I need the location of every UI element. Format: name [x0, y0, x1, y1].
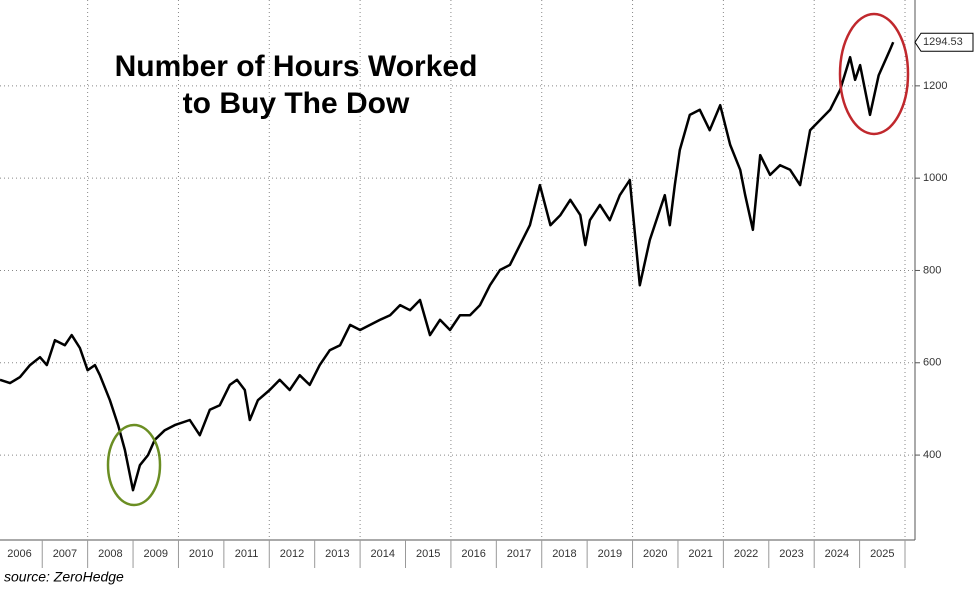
x-tick-label: 2019: [598, 548, 622, 560]
x-tick-label: 2015: [416, 548, 440, 560]
x-tick-label: 2020: [643, 548, 667, 560]
x-tick-label: 2014: [371, 548, 395, 560]
highlight-circle: [106, 423, 162, 507]
x-tick-label: 2018: [552, 548, 576, 560]
x-tick-label: 2025: [870, 548, 894, 560]
x-tick-label: 2012: [280, 548, 304, 560]
highlight-circle: [838, 12, 910, 136]
x-tick-label: 2013: [325, 548, 349, 560]
x-tick-label: 2008: [98, 548, 122, 560]
x-tick-label: 2022: [734, 548, 758, 560]
y-tick-label: 600: [923, 357, 941, 369]
x-tick-label: 2016: [461, 548, 485, 560]
x-tick-label: 2011: [235, 548, 259, 560]
y-tick-label: 400: [923, 449, 941, 461]
y-tick-label: 1200: [923, 80, 947, 92]
x-tick-label: 2009: [144, 548, 168, 560]
line: [0, 41, 895, 492]
last-value-label: 1294.53: [923, 36, 963, 48]
y-tick-label: 1000: [923, 172, 947, 184]
last-value-box: [914, 32, 974, 52]
x-tick-label: 2007: [53, 548, 77, 560]
x-tick-label: 2024: [825, 548, 849, 560]
x-tick-label: 2010: [189, 548, 213, 560]
x-tick-label: 2023: [779, 548, 803, 560]
x-tick-label: 2006: [7, 548, 31, 560]
chart-title: Number of Hours Worked: [115, 50, 478, 83]
chart-title: to Buy The Dow: [183, 87, 410, 120]
x-tick-label: 2021: [688, 548, 712, 560]
x-tick-label: 2017: [507, 548, 531, 560]
source-note: source: ZeroHedge: [4, 569, 124, 585]
y-tick-label: 800: [923, 264, 941, 276]
